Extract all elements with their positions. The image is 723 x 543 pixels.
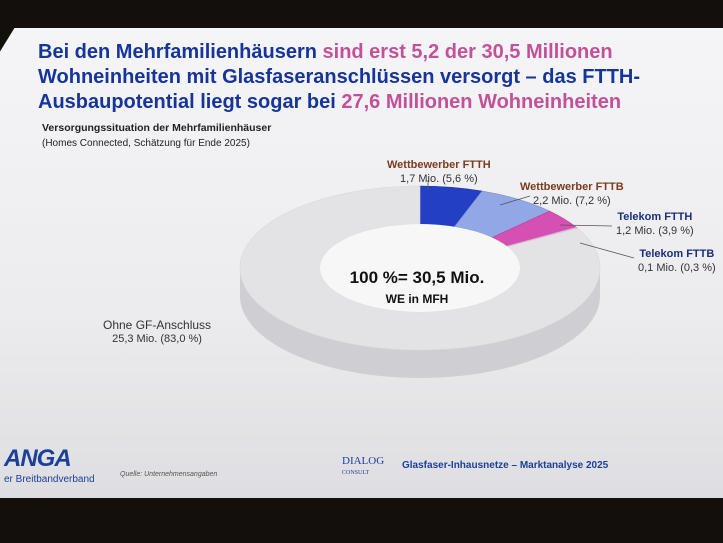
title-part: – das FTTH- <box>520 66 641 88</box>
donut-segments <box>239 185 601 351</box>
segment-value: 0,1 Mio. <box>638 262 678 274</box>
anga-logo: ANGA <box>4 445 72 472</box>
dialog-logo-text: DIALOG <box>342 455 385 467</box>
footer-title: Glasfaser-Inhausnetze – Marktanalyse 202… <box>402 460 609 471</box>
label-wettbewerber-ftth: Wettbewerber FTTH 1,7 Mio. (5,6 %) <box>387 158 491 186</box>
chart-subtitle-note: (Homes Connected, Schätzung für Ende 202… <box>42 138 250 149</box>
leader-line-2 <box>559 224 613 227</box>
donut-depth <box>240 268 600 378</box>
segment-name: Ohne GF-Anschluss <box>103 318 212 332</box>
segment-percent: (3,9 %) <box>658 225 694 237</box>
segment-percent: (7,2 %) <box>575 195 611 207</box>
dialog-consult-logo: DIALOG CONSULT <box>342 456 384 478</box>
segment-name: Telekom FTTB <box>639 248 715 260</box>
donut-outer-wall <box>240 268 600 378</box>
donut-hole <box>320 224 520 312</box>
title-part: Bei den Mehrfamilienhäusern <box>38 41 323 63</box>
segment-name: Wettbewerber FTTB <box>520 181 624 193</box>
segment-percent: (83,0 %) <box>160 333 202 345</box>
chart-subtitle: Versorgungssituation der Mehrfamilienhäu… <box>42 122 272 134</box>
title-part: Wohneinheiten mit Glasfaseranschlüssen v… <box>38 66 520 88</box>
segment-name: Wettbewerber FTTH <box>387 159 491 171</box>
segment-value: 25,3 Mio. <box>112 333 158 345</box>
leader-line-1 <box>499 195 531 206</box>
donut-center-label: 100 %= 30,5 Mio. WE in MFH <box>322 268 512 306</box>
label-telekom-fttb: Telekom FTTB 0,1 Mio. (0,3 %) <box>638 247 716 275</box>
title-part: Ausbaupotential liegt sogar bei <box>38 91 342 113</box>
label-ohne-gf: Ohne GF-Anschluss 25,3 Mio. (83,0 %) <box>103 318 211 346</box>
org-name: er Breitbandverband <box>4 474 95 485</box>
center-total: 100 %= 30,5 Mio. <box>349 268 485 287</box>
title-part-highlight: 27,6 Millionen Wohneinheiten <box>341 91 622 113</box>
dialog-logo-sub: CONSULT <box>342 470 370 476</box>
label-telekom-ftth: Telekom FTTH 1,2 Mio. (3,9 %) <box>616 210 694 238</box>
leader-lines <box>427 180 635 259</box>
center-unit: WE in MFH <box>385 292 449 306</box>
segment-name: Telekom FTTH <box>617 211 693 223</box>
source-note: Quelle: Unternehmensangaben <box>120 471 218 478</box>
leader-line-3 <box>579 242 635 259</box>
segment-value: 2,2 Mio. <box>533 195 573 207</box>
segment-percent: (0,3 %) <box>680 262 716 274</box>
segment-percent: (5,6 %) <box>442 173 478 185</box>
slide-title: Bei den Mehrfamilienhäusern sind erst 5,… <box>38 40 678 115</box>
title-part-highlight: sind erst 5,2 der 30,5 Millionen <box>322 41 613 63</box>
segment-value: 1,2 Mio. <box>616 225 656 237</box>
segment-value: 1,7 Mio. <box>400 173 440 185</box>
label-wettbewerber-fttb: Wettbewerber FTTB 2,2 Mio. (7,2 %) <box>520 180 624 208</box>
